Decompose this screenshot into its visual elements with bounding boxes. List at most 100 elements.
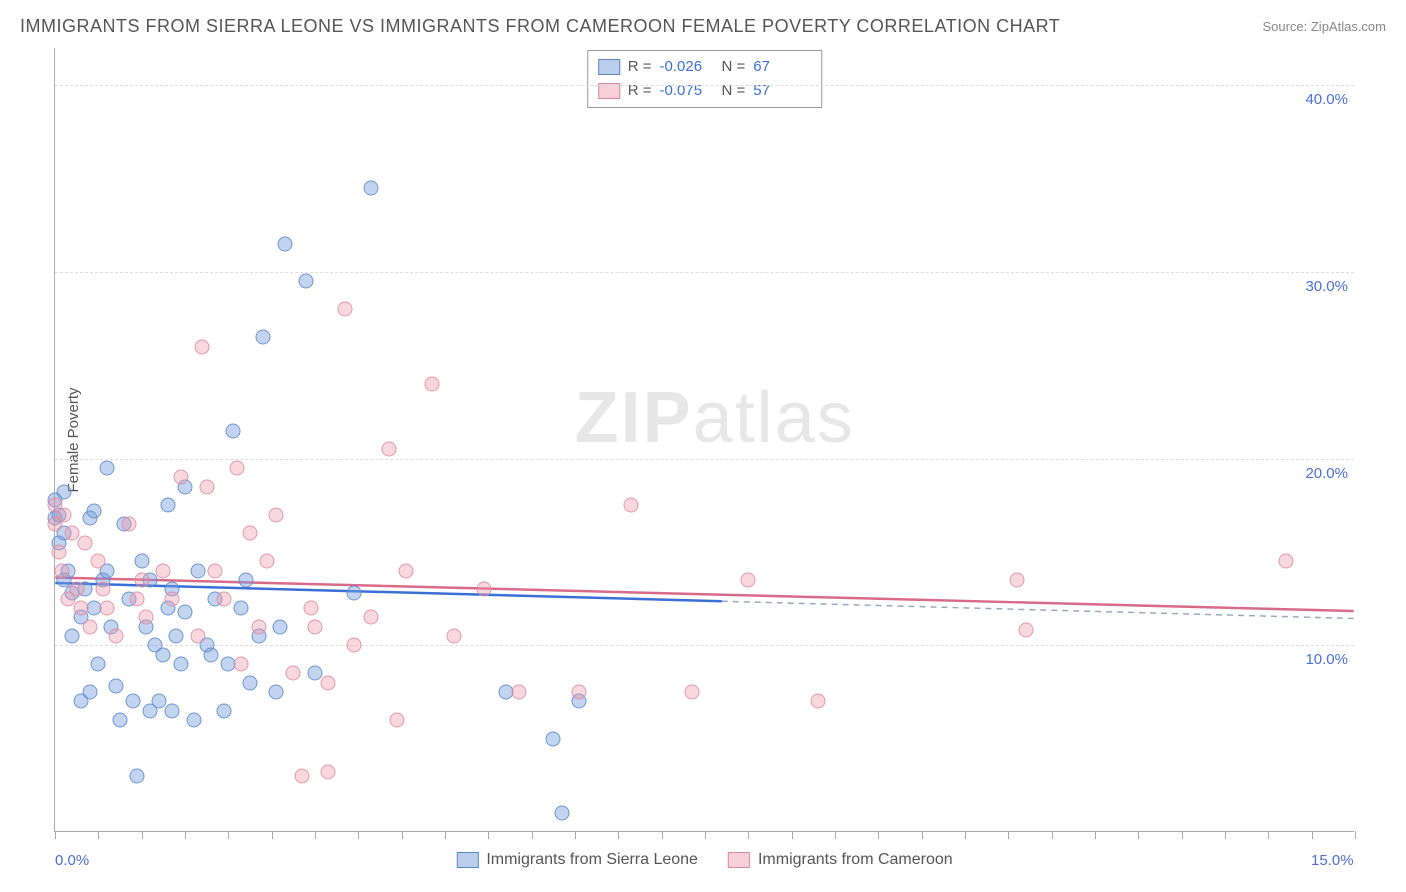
data-point [173, 470, 188, 485]
n-label: N = [722, 79, 746, 103]
data-point [425, 377, 440, 392]
data-point [165, 703, 180, 718]
data-point [121, 517, 136, 532]
data-point [347, 586, 362, 601]
x-tick [185, 831, 186, 839]
swatch-blue-icon [456, 852, 478, 868]
data-point [91, 554, 106, 569]
data-point [277, 237, 292, 252]
data-point [156, 647, 171, 662]
chart-title: IMMIGRANTS FROM SIERRA LEONE VS IMMIGRAN… [20, 16, 1060, 37]
gridline [55, 272, 1354, 273]
watermark-light: atlas [693, 378, 855, 458]
data-point [82, 619, 97, 634]
x-tick [315, 831, 316, 839]
x-tick [618, 831, 619, 839]
data-point [95, 582, 110, 597]
data-point [546, 731, 561, 746]
legend-label-0: Immigrants from Sierra Leone [486, 851, 698, 869]
series-legend: Immigrants from Sierra Leone Immigrants … [456, 851, 952, 869]
y-tick-label: 30.0% [1305, 278, 1348, 295]
data-point [82, 685, 97, 700]
data-point [52, 545, 67, 560]
x-tick [835, 831, 836, 839]
data-point [186, 713, 201, 728]
x-tick [98, 831, 99, 839]
source-attribution: Source: ZipAtlas.com [1262, 19, 1386, 34]
y-tick-label: 40.0% [1305, 91, 1348, 108]
trend-lines-layer [55, 48, 1354, 831]
data-point [113, 713, 128, 728]
x-tick [1225, 831, 1226, 839]
data-point [624, 498, 639, 513]
y-axis-title: Female Poverty [65, 387, 82, 492]
data-point [87, 503, 102, 518]
data-point [56, 485, 71, 500]
data-point [165, 591, 180, 606]
data-point [299, 274, 314, 289]
x-tick [1182, 831, 1183, 839]
x-tick [532, 831, 533, 839]
data-point [511, 685, 526, 700]
n-label: N = [722, 55, 746, 79]
r-value-0: -0.026 [660, 55, 714, 79]
watermark-bold: ZIP [575, 378, 693, 458]
data-point [234, 601, 249, 616]
correlation-legend: R = -0.026 N = 67 R = -0.075 N = 57 [587, 50, 823, 108]
data-point [256, 330, 271, 345]
data-point [685, 685, 700, 700]
data-point [225, 423, 240, 438]
x-tick [1095, 831, 1096, 839]
data-point [169, 629, 184, 644]
x-tick [1008, 831, 1009, 839]
x-tick [965, 831, 966, 839]
data-point [260, 554, 275, 569]
data-point [191, 563, 206, 578]
source-prefix: Source: [1262, 19, 1310, 34]
data-point [126, 694, 141, 709]
x-tick [228, 831, 229, 839]
r-value-1: -0.075 [660, 79, 714, 103]
watermark: ZIPatlas [575, 377, 855, 459]
x-tick-label: 0.0% [55, 852, 89, 869]
correlation-row-1: R = -0.075 N = 57 [598, 79, 808, 103]
data-point [364, 181, 379, 196]
r-label: R = [628, 79, 652, 103]
data-point [130, 591, 145, 606]
data-point [308, 619, 323, 634]
data-point [238, 573, 253, 588]
data-point [54, 563, 69, 578]
data-point [191, 629, 206, 644]
x-tick [1355, 831, 1356, 839]
data-point [217, 703, 232, 718]
data-point [364, 610, 379, 625]
legend-label-1: Immigrants from Cameroon [758, 851, 953, 869]
x-tick [792, 831, 793, 839]
scatter-plot-area: Female Poverty ZIPatlas R = -0.026 N = 6… [54, 48, 1354, 832]
data-point [347, 638, 362, 653]
x-tick [1138, 831, 1139, 839]
data-point [303, 601, 318, 616]
y-tick-label: 20.0% [1305, 465, 1348, 482]
legend-item-1: Immigrants from Cameroon [728, 851, 953, 869]
title-bar: IMMIGRANTS FROM SIERRA LEONE VS IMMIGRAN… [20, 16, 1386, 37]
source-link[interactable]: ZipAtlas.com [1311, 19, 1386, 34]
data-point [295, 769, 310, 784]
gridline [55, 645, 1354, 646]
data-point [251, 619, 266, 634]
data-point [555, 806, 570, 821]
data-point [321, 675, 336, 690]
data-point [234, 657, 249, 672]
swatch-pink-icon [728, 852, 750, 868]
data-point [399, 563, 414, 578]
gridline [55, 459, 1354, 460]
data-point [269, 685, 284, 700]
x-tick [55, 831, 56, 839]
data-point [390, 713, 405, 728]
data-point [230, 461, 245, 476]
x-tick [488, 831, 489, 839]
x-tick [402, 831, 403, 839]
data-point [160, 498, 175, 513]
data-point [100, 601, 115, 616]
x-tick [1312, 831, 1313, 839]
